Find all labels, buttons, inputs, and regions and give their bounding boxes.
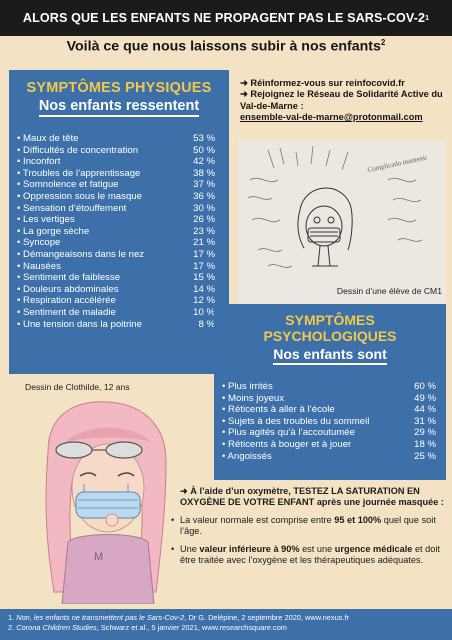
footnote-1: 1. Non, les enfants ne transmettent pas … <box>8 613 349 622</box>
info-block: ➜ Réinformez-vous sur reinfocovid.fr ➜ R… <box>240 78 446 124</box>
info-line-2: ➜ Rejoignez le Réseau de Solidarité Acti… <box>240 89 443 111</box>
physical-symptoms-panel: SYMPTÔMES PHYSIQUES Nos enfants ressente… <box>9 70 229 374</box>
svg-text:M: M <box>94 551 103 563</box>
title-footnote-ref: 1 <box>425 14 430 22</box>
psychological-heading: SYMPTÔMES PSYCHOLOGIQUES <box>263 312 397 344</box>
top-title-bar: ALORS QUE LES ENFANTS NE PROPAGENT PAS L… <box>0 0 452 36</box>
reinfocovid-link[interactable]: reinfocovid.fr <box>345 78 405 88</box>
list-item: Une valeur inférieure à 90% est une urge… <box>168 544 446 567</box>
physical-heading: SYMPTÔMES PHYSIQUES <box>26 80 212 96</box>
info-line-1: ➜ Réinformez-vous sur reinfocovid.fr <box>240 78 405 88</box>
oximeter-list: La valeur normale est comprise entre 95 … <box>168 515 446 567</box>
physical-subheading: Nos enfants ressentent <box>9 98 229 117</box>
drawing-student-cm1: Complicado mantenir <box>238 140 446 306</box>
drawing-caption-2: Dessin de Clothilde, 12 ans <box>25 382 130 392</box>
oximeter-section: ➜ À l’aide d’un oxymètre, TESTEZ LA SATU… <box>168 486 446 572</box>
footnote-2: 2. Corona Children Studies, Schwarz et a… <box>8 623 287 632</box>
subtitle-text: Voilà ce que nous laissons subir à nos e… <box>66 38 381 55</box>
oximeter-intro: ➜ À l’aide d’un oxymètre, TESTEZ LA SATU… <box>180 486 444 508</box>
email-link[interactable]: ensemble-val-de-marne@protonmail.com <box>240 112 423 123</box>
psychological-subheading: Nos enfants sont <box>214 346 446 365</box>
psychological-symptoms-panel: SYMPTÔMES PSYCHOLOGIQUES Nos enfants son… <box>214 304 446 480</box>
drawing-caption-1: Dessin d’une élève de CM1 <box>336 286 442 296</box>
page-subtitle: Voilà ce que nous laissons subir à nos e… <box>0 38 452 55</box>
subtitle-footnote-ref: 2 <box>380 38 386 47</box>
drawing-clothilde: M <box>45 401 167 604</box>
page-title: ALORS QUE LES ENFANTS NE PROPAGENT PAS L… <box>22 11 426 25</box>
list-item: La valeur normale est comprise entre 95 … <box>168 515 446 538</box>
footnotes: 1. Non, les enfants ne transmettent pas … <box>0 609 452 640</box>
